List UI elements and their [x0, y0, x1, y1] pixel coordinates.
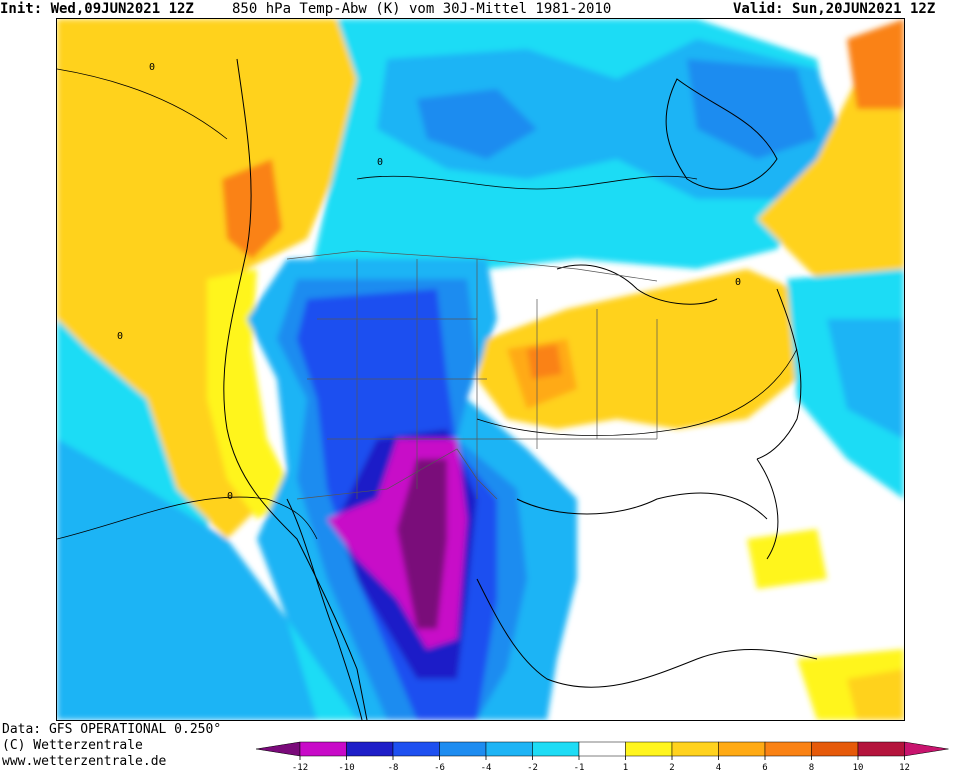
- legend-swatches: [256, 741, 949, 757]
- contour-label: 0: [117, 331, 123, 342]
- coastline-layer: [223, 58, 818, 720]
- copyright-label: (C) Wetterzentrale: [2, 738, 143, 753]
- zero-contour-southwest: [57, 496, 318, 540]
- anomaly-region-southwest-purple: [397, 459, 447, 629]
- border-layer: [286, 250, 658, 500]
- anomaly-region-northeast-orange: [847, 19, 904, 109]
- valid-time-label: Valid: Sun,20JUN2021 12Z: [733, 1, 936, 17]
- legend-swatch: [904, 741, 949, 757]
- legend-tick-label: -2: [527, 763, 538, 773]
- legend-tick-label: 12: [899, 763, 910, 773]
- data-source-label: Data: GFS OPERATIONAL 0.250°: [2, 722, 222, 737]
- anomaly-fill-layer: [57, 19, 904, 720]
- legend-tick-label: 8: [809, 763, 814, 773]
- legend-tick-label: 4: [716, 763, 721, 773]
- legend-swatch: [256, 741, 301, 757]
- legend-swatch: [625, 741, 673, 757]
- state-lines: [307, 259, 658, 499]
- anomaly-region-atlantic-blue: [827, 319, 904, 439]
- legend-swatch: [532, 741, 580, 757]
- legend-swatch: [578, 741, 626, 757]
- legend-tick-label: -6: [434, 763, 445, 773]
- anomaly-region-gulf-yellow: [747, 529, 827, 589]
- legend-tick-label: -12: [292, 763, 308, 773]
- legend-swatch: [392, 741, 440, 757]
- great-lakes: [556, 264, 718, 305]
- website-label[interactable]: www.wetterzentrale.de: [2, 754, 167, 769]
- contour-label: 0: [227, 491, 233, 502]
- mexico-coastline: [476, 578, 818, 688]
- legend-tick-label: 1: [623, 763, 628, 773]
- legend-tick-label: 10: [853, 763, 864, 773]
- legend-ticks: -12 -10 -8 -6 -4 -2 -1 1 2 4 6 8 10 12: [292, 756, 910, 773]
- hudson-coastline: [665, 78, 778, 190]
- legend-swatch: [671, 741, 719, 757]
- anomaly-region-hudson: [687, 59, 817, 159]
- legend-swatch: [439, 741, 487, 757]
- legend-swatch: [811, 741, 859, 757]
- legend-tick-label: 2: [669, 763, 674, 773]
- anomaly-region-bc-orange: [222, 159, 282, 259]
- florida-coastline: [756, 458, 779, 560]
- contour-label: 0: [149, 62, 155, 73]
- east-coastline: [756, 288, 802, 460]
- contour-label-layer: 0 0 0 0 0: [117, 62, 741, 502]
- zero-contour-layer: [57, 68, 798, 540]
- legend-swatch: [346, 741, 394, 757]
- legend-swatch: [764, 741, 812, 757]
- color-legend: -12 -10 -8 -6 -4 -2 -1 1 2 4 6 8 10 12: [256, 741, 949, 773]
- legend-tick-label: 6: [762, 763, 767, 773]
- legend-swatch: [857, 741, 905, 757]
- anomaly-region-midwest-deep-orange: [527, 344, 562, 379]
- map-frame[interactable]: 0 0 0 0 0: [56, 18, 905, 721]
- zero-contour-midwest: [476, 348, 798, 436]
- legend-swatch: [299, 741, 347, 757]
- anomaly-region-pacific-blue: [57, 439, 317, 720]
- init-time-label: Init: Wed,09JUN2021 12Z: [0, 1, 194, 17]
- zero-contour-canada: [356, 175, 698, 190]
- contour-label: 0: [377, 157, 383, 168]
- legend-tick-label: -10: [338, 763, 354, 773]
- anomaly-map[interactable]: 0 0 0 0 0: [57, 19, 904, 720]
- legend-swatch: [485, 741, 533, 757]
- baja-coastline: [286, 498, 363, 720]
- zero-contour-pacific: [57, 68, 228, 140]
- gulf-coastline: [516, 492, 768, 520]
- legend-tick-label: -1: [574, 763, 585, 773]
- legend-tick-label: -8: [388, 763, 399, 773]
- anomaly-region-caribbean-warm: [847, 669, 904, 720]
- map-title: 850 hPa Temp-Abw (K) vom 30J-Mittel 1981…: [232, 1, 612, 17]
- legend-tick-label: -4: [481, 763, 492, 773]
- legend-swatch: [718, 741, 766, 757]
- contour-label: 0: [735, 277, 741, 288]
- anomaly-region-canada-deep: [417, 89, 537, 159]
